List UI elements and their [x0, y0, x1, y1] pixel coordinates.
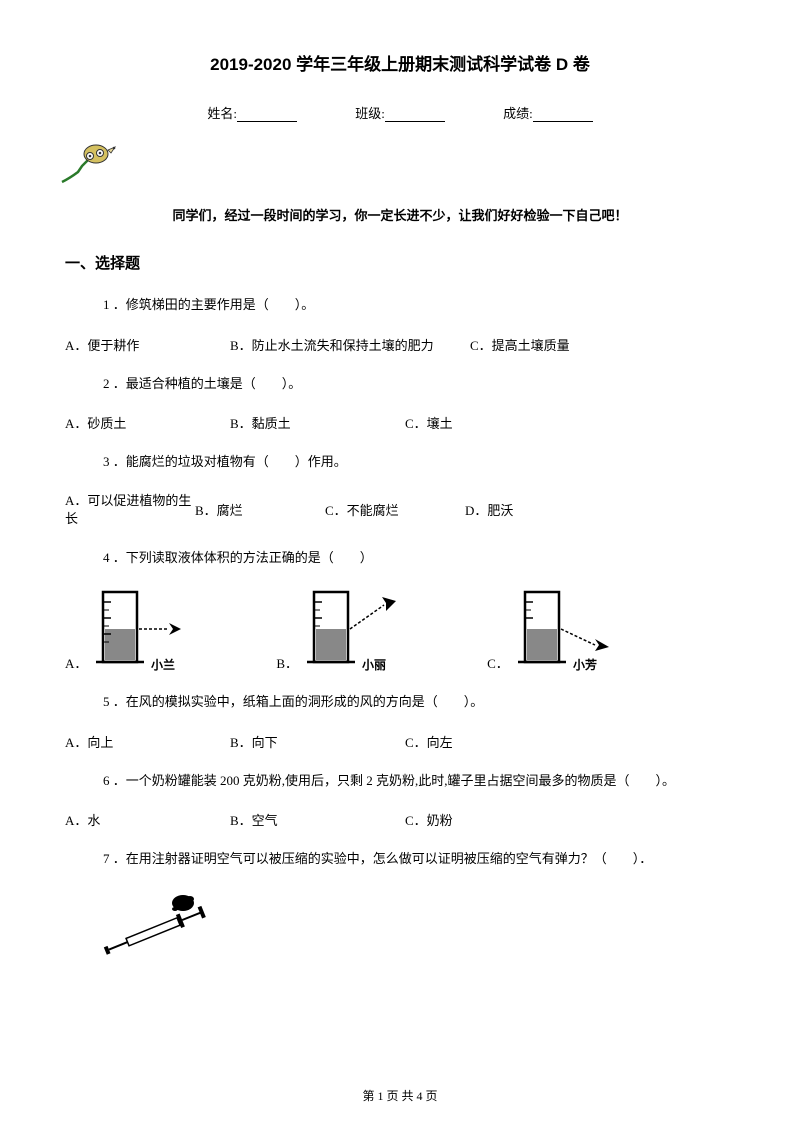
question-2: 2 ．最适合种植的土壤是（ ）。	[103, 374, 735, 394]
opt-3a: A．可以促进植物的生长	[65, 492, 195, 528]
opt-1c: C．提高土壤质量	[470, 335, 650, 354]
score-label: 成绩:	[503, 106, 533, 121]
syringe-icon	[95, 889, 735, 969]
options-5: A．向上 B．向下 C．向左	[65, 732, 735, 751]
cylinder-a-icon: 小兰	[91, 587, 221, 672]
page-footer: 第 1 页 共 4 页	[0, 1087, 800, 1104]
question-3: 3 ．能腐烂的垃圾对植物有（ ）作用。	[103, 452, 735, 472]
cylinder-b-icon: 小丽	[302, 587, 432, 672]
opt-3d: D．肥沃	[465, 492, 585, 528]
opt-6c: C．奶粉	[405, 810, 585, 829]
cylinder-b: B． 小丽	[276, 587, 432, 672]
cylinder-row: A． 小兰 B． 小丽	[65, 587, 735, 672]
opt-2c: C．壤土	[405, 413, 585, 432]
opt-1b: B．防止水土流失和保持土壤的肥力	[230, 335, 470, 354]
svg-text:小丽: 小丽	[362, 657, 386, 672]
score-blank	[533, 108, 593, 122]
opt-5b: B．向下	[230, 732, 405, 751]
options-1: A．便于耕作 B．防止水土流失和保持土壤的肥力 C．提高土壤质量	[65, 335, 735, 354]
page-title: 2019-2020 学年三年级上册期末测试科学试卷 D 卷	[65, 50, 735, 75]
question-6: 6 ．一个奶粉罐能装 200 克奶粉,使用后，只剩 2 克奶粉,此时,罐子里占据…	[103, 771, 735, 791]
intro-text: 同学们，经过一段时间的学习，你一定长进不少，让我们好好检验一下自己吧！	[65, 205, 735, 224]
opt-1a: A．便于耕作	[65, 335, 230, 354]
name-label: 姓名:	[207, 106, 237, 121]
question-7: 7 ．在用注射器证明空气可以被压缩的实验中，怎么做可以证明被压缩的空气有弹力？（…	[103, 849, 735, 869]
opt-3b: B．腐烂	[195, 492, 325, 528]
class-blank	[385, 108, 445, 122]
question-5: 5 ．在风的模拟实验中，纸箱上面的洞形成的风的方向是（ ）。	[103, 692, 735, 712]
cylinder-a: A． 小兰	[65, 587, 221, 672]
opt-6b: B．空气	[230, 810, 405, 829]
opt-2a: A．砂质土	[65, 413, 230, 432]
options-6: A．水 B．空气 C．奶粉	[65, 810, 735, 829]
opt-5c: C．向左	[405, 732, 585, 751]
svg-text:小芳: 小芳	[573, 657, 597, 672]
section-heading-1: 一、选择题	[65, 252, 735, 273]
opt-6a: A．水	[65, 810, 230, 829]
options-2: A．砂质土 B．黏质土 C．壤土	[65, 413, 735, 432]
pencil-icon	[60, 142, 735, 195]
cylinder-c: C． 小芳	[487, 587, 643, 672]
opt-2b: B．黏质土	[230, 413, 405, 432]
opt-4b-label: B．	[276, 653, 298, 672]
name-blank	[237, 108, 297, 122]
class-label: 班级:	[355, 106, 385, 121]
header-fields: 姓名: 班级: 成绩:	[65, 103, 735, 122]
question-1: 1 ．修筑梯田的主要作用是（ ）。	[103, 295, 735, 315]
options-3: A．可以促进植物的生长 B．腐烂 C．不能腐烂 D．肥沃	[65, 492, 735, 528]
svg-text:小兰: 小兰	[151, 657, 175, 672]
opt-4a-label: A．	[65, 653, 87, 672]
opt-5a: A．向上	[65, 732, 230, 751]
question-4: 4 ．下列读取液体体积的方法正确的是（ ）	[103, 548, 735, 568]
opt-3c: C．不能腐烂	[325, 492, 465, 528]
opt-4c-label: C．	[487, 653, 509, 672]
cylinder-c-icon: 小芳	[513, 587, 643, 672]
